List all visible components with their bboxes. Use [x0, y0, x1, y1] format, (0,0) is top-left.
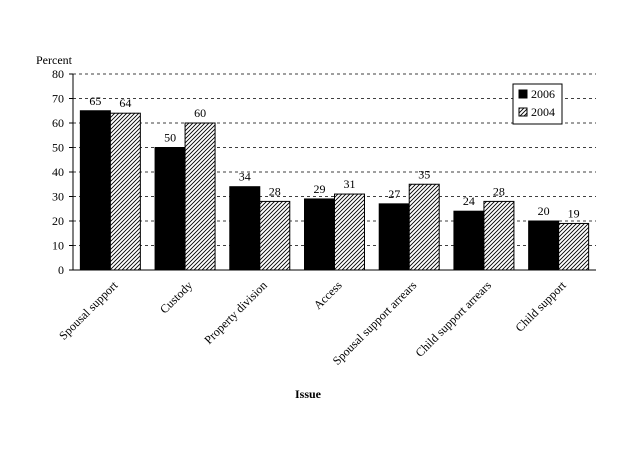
- y-tick-label: 10: [52, 239, 64, 253]
- bar-2006-4: [378, 203, 410, 271]
- category-label: Child support: [512, 278, 569, 335]
- data-label-2004-3: 31: [344, 177, 356, 191]
- y-tick-label: 60: [52, 116, 64, 130]
- data-label-2004-0: 64: [119, 96, 131, 110]
- y-tick-label: 40: [52, 165, 64, 179]
- data-label-2004-2: 28: [269, 184, 281, 198]
- legend-label-2004: 2004: [531, 105, 555, 119]
- legend-label-2006: 2006: [531, 87, 555, 101]
- data-label-2006-0: 65: [89, 94, 101, 108]
- bar-2004-4: [408, 183, 440, 271]
- bar-2006-3: [304, 198, 335, 271]
- y-tick-label: 20: [52, 214, 64, 228]
- legend-swatch-2006: [518, 89, 528, 99]
- category-label: Spousal support arrears: [330, 278, 420, 368]
- y-tick-label: 50: [52, 141, 64, 155]
- category-label: Property division: [201, 278, 270, 347]
- y-tick-label: 30: [52, 190, 64, 204]
- data-label-2004-1: 60: [194, 106, 206, 120]
- bar-2006-2: [229, 186, 261, 271]
- data-label-2006-5: 24: [463, 194, 475, 208]
- category-label: Child support arrears: [413, 278, 495, 360]
- bar-2004-5: [483, 200, 515, 271]
- bar-2004-1: [184, 122, 216, 271]
- y-axis-title: Percent: [36, 53, 73, 67]
- bar-2004-6: [558, 222, 590, 271]
- data-label-2006-2: 34: [239, 170, 251, 184]
- category-label: Custody: [157, 278, 195, 316]
- data-label-2006-4: 27: [388, 187, 400, 201]
- bar-2006-5: [453, 210, 485, 271]
- category-label: Access: [311, 278, 345, 312]
- bar-2006-6: [528, 220, 560, 271]
- data-label-2006-6: 20: [538, 204, 550, 218]
- category-label: Spousal support: [56, 278, 121, 343]
- x-axis-title: Issue: [295, 387, 322, 401]
- y-tick-label: 70: [52, 92, 64, 106]
- bar-2006-1: [154, 147, 186, 271]
- bar-2004-2: [259, 200, 291, 271]
- bar-2004-3: [334, 193, 365, 271]
- bar-2004-0: [109, 112, 141, 271]
- bar-2006-0: [79, 110, 111, 271]
- data-label-2006-1: 50: [164, 131, 176, 145]
- legend-swatch-2004: [518, 107, 528, 117]
- y-tick-label: 0: [58, 263, 64, 277]
- data-label-2004-4: 35: [418, 167, 430, 181]
- data-label-2004-6: 19: [568, 206, 580, 220]
- data-label-2004-5: 28: [493, 184, 505, 198]
- y-tick-label: 80: [52, 67, 64, 81]
- data-label-2006-3: 29: [314, 182, 326, 196]
